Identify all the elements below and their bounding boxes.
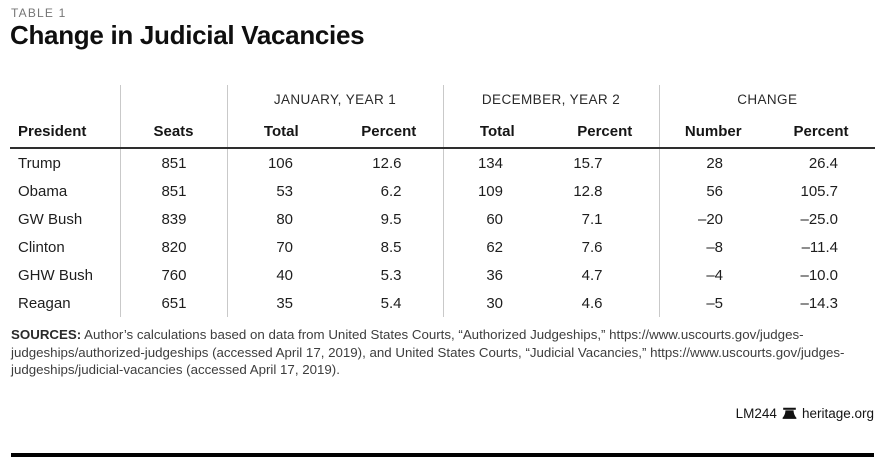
change-percent-cell: –14.3 <box>800 294 839 312</box>
group-header-january-year1: JANUARY, YEAR 1 <box>227 85 444 110</box>
empty-group-cell <box>120 85 228 110</box>
dec-total-cell: 62 <box>486 238 503 256</box>
jan-total-cell: 80 <box>276 210 293 228</box>
dec-percent-cell: 4.7 <box>551 261 660 289</box>
jan-total-cell: 106 <box>267 154 293 172</box>
president-cell: Trump <box>10 148 121 177</box>
jan-percent-cell: 5.3 <box>335 261 444 289</box>
group-header-change: CHANGE <box>737 92 798 107</box>
seats-cell: 839 <box>120 205 228 233</box>
dec-total-cell: 36 <box>486 266 503 284</box>
judicial-vacancies-table: JANUARY, YEAR 1 DECEMBER, YEAR 2 CHANGE … <box>10 85 876 317</box>
dec-total-cell: 109 <box>477 182 503 200</box>
president-cell: Clinton <box>10 233 121 261</box>
column-header-row: President Seats Total Percent Total Perc… <box>10 110 876 149</box>
empty-group-cell <box>10 85 121 110</box>
dec-total-cell: 60 <box>486 210 503 228</box>
col-header-president: President <box>10 110 121 149</box>
president-cell: GW Bush <box>10 205 121 233</box>
change-percent-cell: –11.4 <box>801 238 839 256</box>
sources-label: SOURCES: <box>11 327 82 342</box>
table-row: GW Bush 839 80 9.5 60 7.1 –20 –25.0 <box>10 205 875 233</box>
seats-cell: 851 <box>120 148 228 177</box>
change-percent-cell: –25.0 <box>800 210 839 228</box>
dec-total-cell: 134 <box>477 154 503 172</box>
footer-credit: LM244 heritage.org <box>736 406 874 421</box>
change-number-cell: –20 <box>697 210 724 228</box>
table-row: GHW Bush 760 40 5.3 36 4.7 –4 –10.0 <box>10 261 875 289</box>
group-header-december-year2: DECEMBER, YEAR 2 <box>443 85 660 110</box>
jan-percent-cell: 5.4 <box>335 289 444 317</box>
change-number-cell: 56 <box>706 182 724 200</box>
page-title: Change in Judicial Vacancies <box>10 20 365 50</box>
seats-cell: 651 <box>120 289 228 317</box>
table-row: Clinton 820 70 8.5 62 7.6 –8 –11.4 <box>10 233 875 261</box>
dec-percent-cell: 7.1 <box>551 205 660 233</box>
column-group-header-row: JANUARY, YEAR 1 DECEMBER, YEAR 2 CHANGE <box>10 85 875 110</box>
jan-percent-cell: 12.6 <box>335 148 444 177</box>
sources-note: SOURCES: Author’s calculations based on … <box>11 326 853 379</box>
jan-total-cell: 40 <box>276 266 293 284</box>
col-header-dec-percent: Percent <box>551 110 660 149</box>
col-header-dec-total: Total <box>443 110 551 149</box>
seats-cell: 820 <box>120 233 228 261</box>
change-number-cell: –5 <box>706 294 724 312</box>
col-header-change-percent: Percent <box>767 110 876 149</box>
table-row: Obama 851 53 6.2 109 12.8 56 105.7 <box>10 177 875 205</box>
dec-percent-cell: 15.7 <box>551 148 660 177</box>
heritage-bell-icon <box>782 407 797 419</box>
dec-percent-cell: 12.8 <box>551 177 660 205</box>
seats-cell: 760 <box>120 261 228 289</box>
change-percent-cell: 105.7 <box>800 182 839 200</box>
footer-rule <box>11 453 874 457</box>
change-number-cell: –4 <box>706 266 724 284</box>
table-row: Reagan 651 35 5.4 30 4.6 –5 –14.3 <box>10 289 875 317</box>
table-row: Trump 851 106 12.6 134 15.7 28 26.4 <box>10 148 875 177</box>
document-id: LM244 <box>735 406 777 421</box>
jan-total-cell: 70 <box>276 238 293 256</box>
col-header-jan-total: Total <box>227 110 335 149</box>
change-number-cell: 28 <box>706 154 724 172</box>
jan-percent-cell: 8.5 <box>335 233 444 261</box>
dec-total-cell: 30 <box>486 294 503 312</box>
site-name: heritage.org <box>801 406 874 421</box>
president-cell: GHW Bush <box>10 261 121 289</box>
dec-percent-cell: 7.6 <box>551 233 660 261</box>
change-number-cell: –8 <box>706 238 724 256</box>
president-cell: Obama <box>10 177 121 205</box>
col-header-seats: Seats <box>120 110 228 149</box>
table-number-label: TABLE 1 <box>11 6 67 20</box>
president-cell: Reagan <box>10 289 121 317</box>
jan-total-cell: 35 <box>276 294 293 312</box>
jan-percent-cell: 6.2 <box>335 177 444 205</box>
col-header-jan-percent: Percent <box>335 110 444 149</box>
jan-total-cell: 53 <box>276 182 293 200</box>
change-percent-cell: 26.4 <box>808 154 839 172</box>
jan-percent-cell: 9.5 <box>335 205 444 233</box>
dec-percent-cell: 4.6 <box>551 289 660 317</box>
col-header-change-number: Number <box>659 110 768 149</box>
change-percent-cell: –10.0 <box>800 266 839 284</box>
sources-text: Author’s calculations based on data from… <box>11 327 845 377</box>
seats-cell: 851 <box>120 177 228 205</box>
